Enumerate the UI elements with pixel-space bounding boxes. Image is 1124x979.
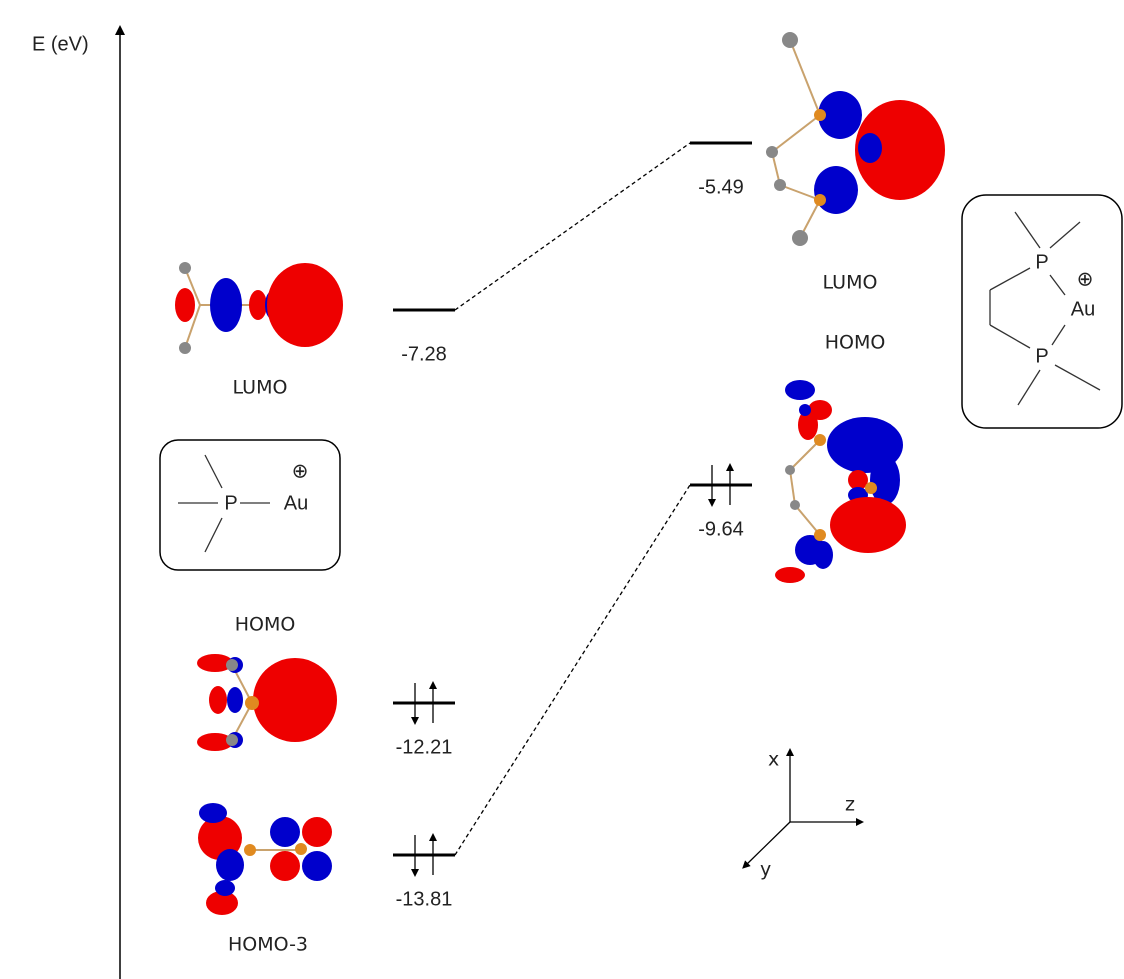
orbital-left-lumo xyxy=(175,262,343,354)
energy-value: -13.81 xyxy=(396,888,453,910)
atom-label: P xyxy=(1035,251,1048,273)
orbital-label: HOMO-3 xyxy=(228,934,308,956)
orbital-right-homo xyxy=(775,380,906,583)
structure-box xyxy=(160,440,340,570)
orbital-label: HOMO xyxy=(235,614,296,636)
energy-value: -5.49 xyxy=(698,176,744,198)
bond xyxy=(205,518,222,552)
coordinate-axes xyxy=(745,752,860,866)
axis-y-label: y xyxy=(760,859,771,881)
orbital-label: LUMO xyxy=(233,377,288,399)
atom-label: P xyxy=(1035,345,1048,367)
axis-x-label: x xyxy=(768,749,779,771)
energy-value: -9.64 xyxy=(698,518,744,540)
charge: ⊕ xyxy=(1077,268,1094,290)
orbital-label: HOMO xyxy=(825,332,886,354)
bond xyxy=(205,455,222,488)
correlation-line xyxy=(455,485,690,855)
atom-label: Au xyxy=(284,492,308,514)
axis-label: E (eV) xyxy=(32,33,89,55)
correlation-line xyxy=(455,143,690,310)
axis-z-label: z xyxy=(845,794,855,816)
orbital-label: LUMO xyxy=(823,272,878,294)
charge: ⊕ xyxy=(292,460,309,482)
atom-label: Au xyxy=(1071,298,1095,320)
energy-value: -12.21 xyxy=(396,736,453,758)
orbital-right-lumo xyxy=(766,32,945,246)
structure-box xyxy=(962,195,1122,428)
orbital-left-homo-3 xyxy=(198,803,332,915)
orbital-left-homo xyxy=(197,654,337,751)
atom-label: P xyxy=(224,492,237,514)
mo-diagram: E (eV) P Au ⊕ xyxy=(0,0,1124,979)
energy-value: -7.28 xyxy=(401,343,447,365)
